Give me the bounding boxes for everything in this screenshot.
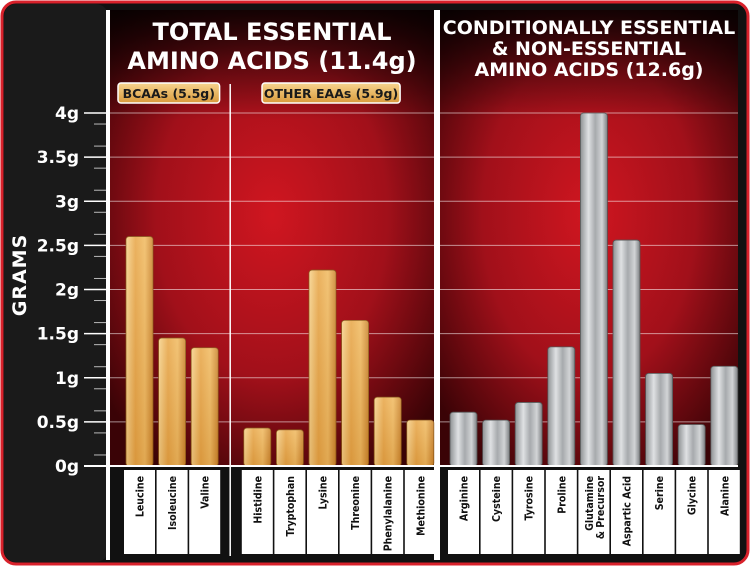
category-label-bg <box>241 470 273 554</box>
group-title-line: & NON-ESSENTIAL <box>492 38 686 60</box>
subgroup-badge <box>117 82 221 104</box>
subgroup-badge <box>261 82 401 104</box>
category-label: Cysteine <box>491 476 503 522</box>
group-title-line: AMINO ACIDS (11.4g) <box>127 47 416 75</box>
subgroup-badge-label: BCAAs (5.5g) <box>123 86 215 101</box>
bar-sheen <box>341 320 369 466</box>
category-label-bg <box>643 470 675 554</box>
category-label: Arginine <box>459 476 471 521</box>
bar-sheen <box>374 397 402 466</box>
y-tick-label: 1.5g <box>37 325 79 345</box>
category-label-bg <box>708 470 740 554</box>
category-label-bg <box>124 470 155 554</box>
category-label-bg <box>189 470 221 554</box>
y-tick-label: 2.5g <box>37 236 79 256</box>
category-label-bg <box>404 470 436 554</box>
y-tick-label: 4g <box>55 104 79 124</box>
group-title-line: TOTAL ESSENTIAL <box>152 18 391 46</box>
category-label-bg <box>307 470 338 554</box>
category-label: Aspartic Acid <box>622 476 634 546</box>
y-tick-label: 1g <box>55 369 79 389</box>
category-label: Methionine <box>415 476 427 536</box>
bar-sheen <box>276 429 304 466</box>
bar-sheen <box>406 420 434 466</box>
category-label: Tyrosine <box>524 476 536 521</box>
category-label: Serine <box>654 476 666 510</box>
category-label-bg <box>448 470 479 554</box>
bar-sheen <box>243 428 271 466</box>
y-tick-label: 3g <box>55 192 79 212</box>
category-label: Proline <box>556 476 568 514</box>
category-label-line2: & Precursor <box>595 476 607 540</box>
bar-sheen <box>158 338 186 466</box>
category-label: Leucine <box>135 476 147 517</box>
category-label-bg <box>156 470 188 554</box>
category-label-bg <box>513 470 545 554</box>
category-label: Phenylalanine <box>383 476 395 551</box>
category-label-bg <box>339 470 371 554</box>
y-axis-label: GRAMS <box>9 234 31 317</box>
category-label: Glutamine <box>584 476 596 531</box>
category-label: Alanine <box>719 476 731 516</box>
category-label: Valine <box>200 476 212 509</box>
category-label-bg <box>676 470 708 554</box>
bar-sheen <box>126 236 153 466</box>
category-label-bg <box>611 470 642 554</box>
category-label: Tryptophan <box>285 476 297 536</box>
bar-sheen <box>309 270 336 466</box>
category-label-bg <box>274 470 306 554</box>
y-axis-strip <box>4 4 108 562</box>
bar-sheen <box>191 347 219 466</box>
y-tick-label: 3.5g <box>37 148 79 168</box>
category-label: Isoleucine <box>167 476 179 530</box>
y-tick-label: 0g <box>55 457 79 477</box>
category-label: Lysine <box>318 476 330 509</box>
category-label: Glycine <box>687 476 699 515</box>
category-label-bg <box>578 470 610 554</box>
category-label-bg <box>480 470 512 554</box>
category-label-bg <box>545 470 577 554</box>
category-label: Threonine <box>350 476 362 530</box>
group-title-line: AMINO ACIDS (12.6g) <box>475 59 704 81</box>
category-label-bg <box>372 470 404 554</box>
panel-shade-2 <box>440 10 738 120</box>
plot-left-edge <box>106 10 110 560</box>
panel-divider <box>434 10 440 560</box>
subgroup-badge-label: OTHER EAAs (5.9g) <box>264 86 398 101</box>
group-title-line: CONDITIONALLY ESSENTIAL <box>443 17 735 39</box>
category-label: Histidine <box>252 476 264 524</box>
y-tick-label: 0.5g <box>37 413 79 433</box>
y-tick-label: 2g <box>55 281 79 301</box>
